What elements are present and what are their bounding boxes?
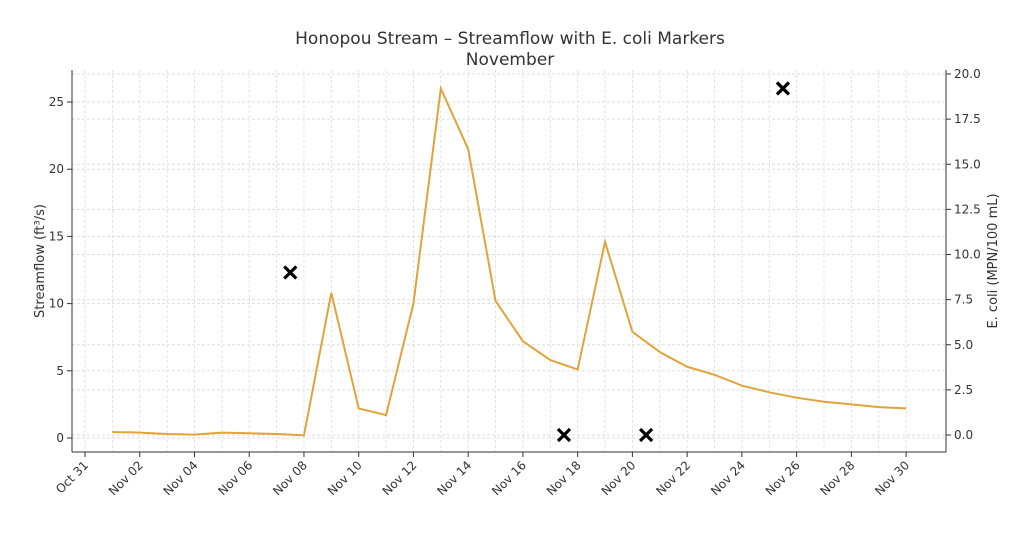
- x-tick-label: Nov 06: [215, 458, 255, 498]
- y2-tick-label: 12.5: [954, 202, 981, 216]
- ecoli-marker: [284, 267, 296, 279]
- x-tick-label: Nov 10: [325, 458, 365, 498]
- y2-tick-label: 0.0: [954, 428, 973, 442]
- y2-tick-label: 17.5: [954, 112, 981, 126]
- x-tick-label: Oct 31: [53, 458, 91, 496]
- y-tick-label: 0: [56, 431, 64, 445]
- x-tick-label: Nov 18: [544, 458, 584, 498]
- x-tick-label: Nov 26: [763, 458, 803, 498]
- y2-tick-label: 20.0: [954, 67, 981, 81]
- x-tick-label: Nov 28: [818, 458, 858, 498]
- y2-tick-label: 5.0: [954, 338, 973, 352]
- marks: [112, 82, 906, 441]
- y-axis-label: Streamflow (ft³/s): [33, 204, 48, 318]
- x-tick-label: Nov 02: [106, 458, 146, 498]
- x-tick-label: Nov 04: [161, 458, 201, 498]
- ecoli-marker: [640, 429, 652, 441]
- x-tick-label: Nov 12: [380, 458, 420, 498]
- y-tick-label: 5: [56, 364, 64, 378]
- y2-tick-label: 7.5: [954, 293, 973, 307]
- chart-subtitle: November: [466, 50, 554, 70]
- x-tick-label: Nov 22: [653, 458, 693, 498]
- chart-title: Honopou Stream – Streamflow with E. coli…: [295, 29, 725, 49]
- y-tick-label: 20: [49, 162, 64, 176]
- ecoli-marker: [777, 82, 789, 94]
- y2-tick-label: 10.0: [954, 248, 981, 262]
- y-tick-label: 15: [49, 229, 64, 243]
- x-tick-label: Nov 30: [872, 458, 912, 498]
- grid: [72, 70, 946, 452]
- y-tick-label: 25: [49, 95, 64, 109]
- y-tick-label: 10: [49, 297, 64, 311]
- x-tick-label: Nov 16: [489, 458, 529, 498]
- x-marker-icon: [284, 267, 296, 279]
- x-tick-label: Nov 14: [434, 458, 474, 498]
- x-tick-label: Nov 08: [270, 458, 310, 498]
- y2-tick-label: 2.5: [954, 383, 973, 397]
- x-tick-label: Nov 20: [599, 458, 639, 498]
- streamflow-line: [112, 89, 906, 436]
- y2-tick-label: 15.0: [954, 157, 981, 171]
- x-tick-label: Nov 24: [708, 458, 748, 498]
- y2-axis-label: E. coli (MPN/100 mL): [986, 193, 1001, 328]
- x-marker-icon: [640, 429, 652, 441]
- x-marker-icon: [777, 82, 789, 94]
